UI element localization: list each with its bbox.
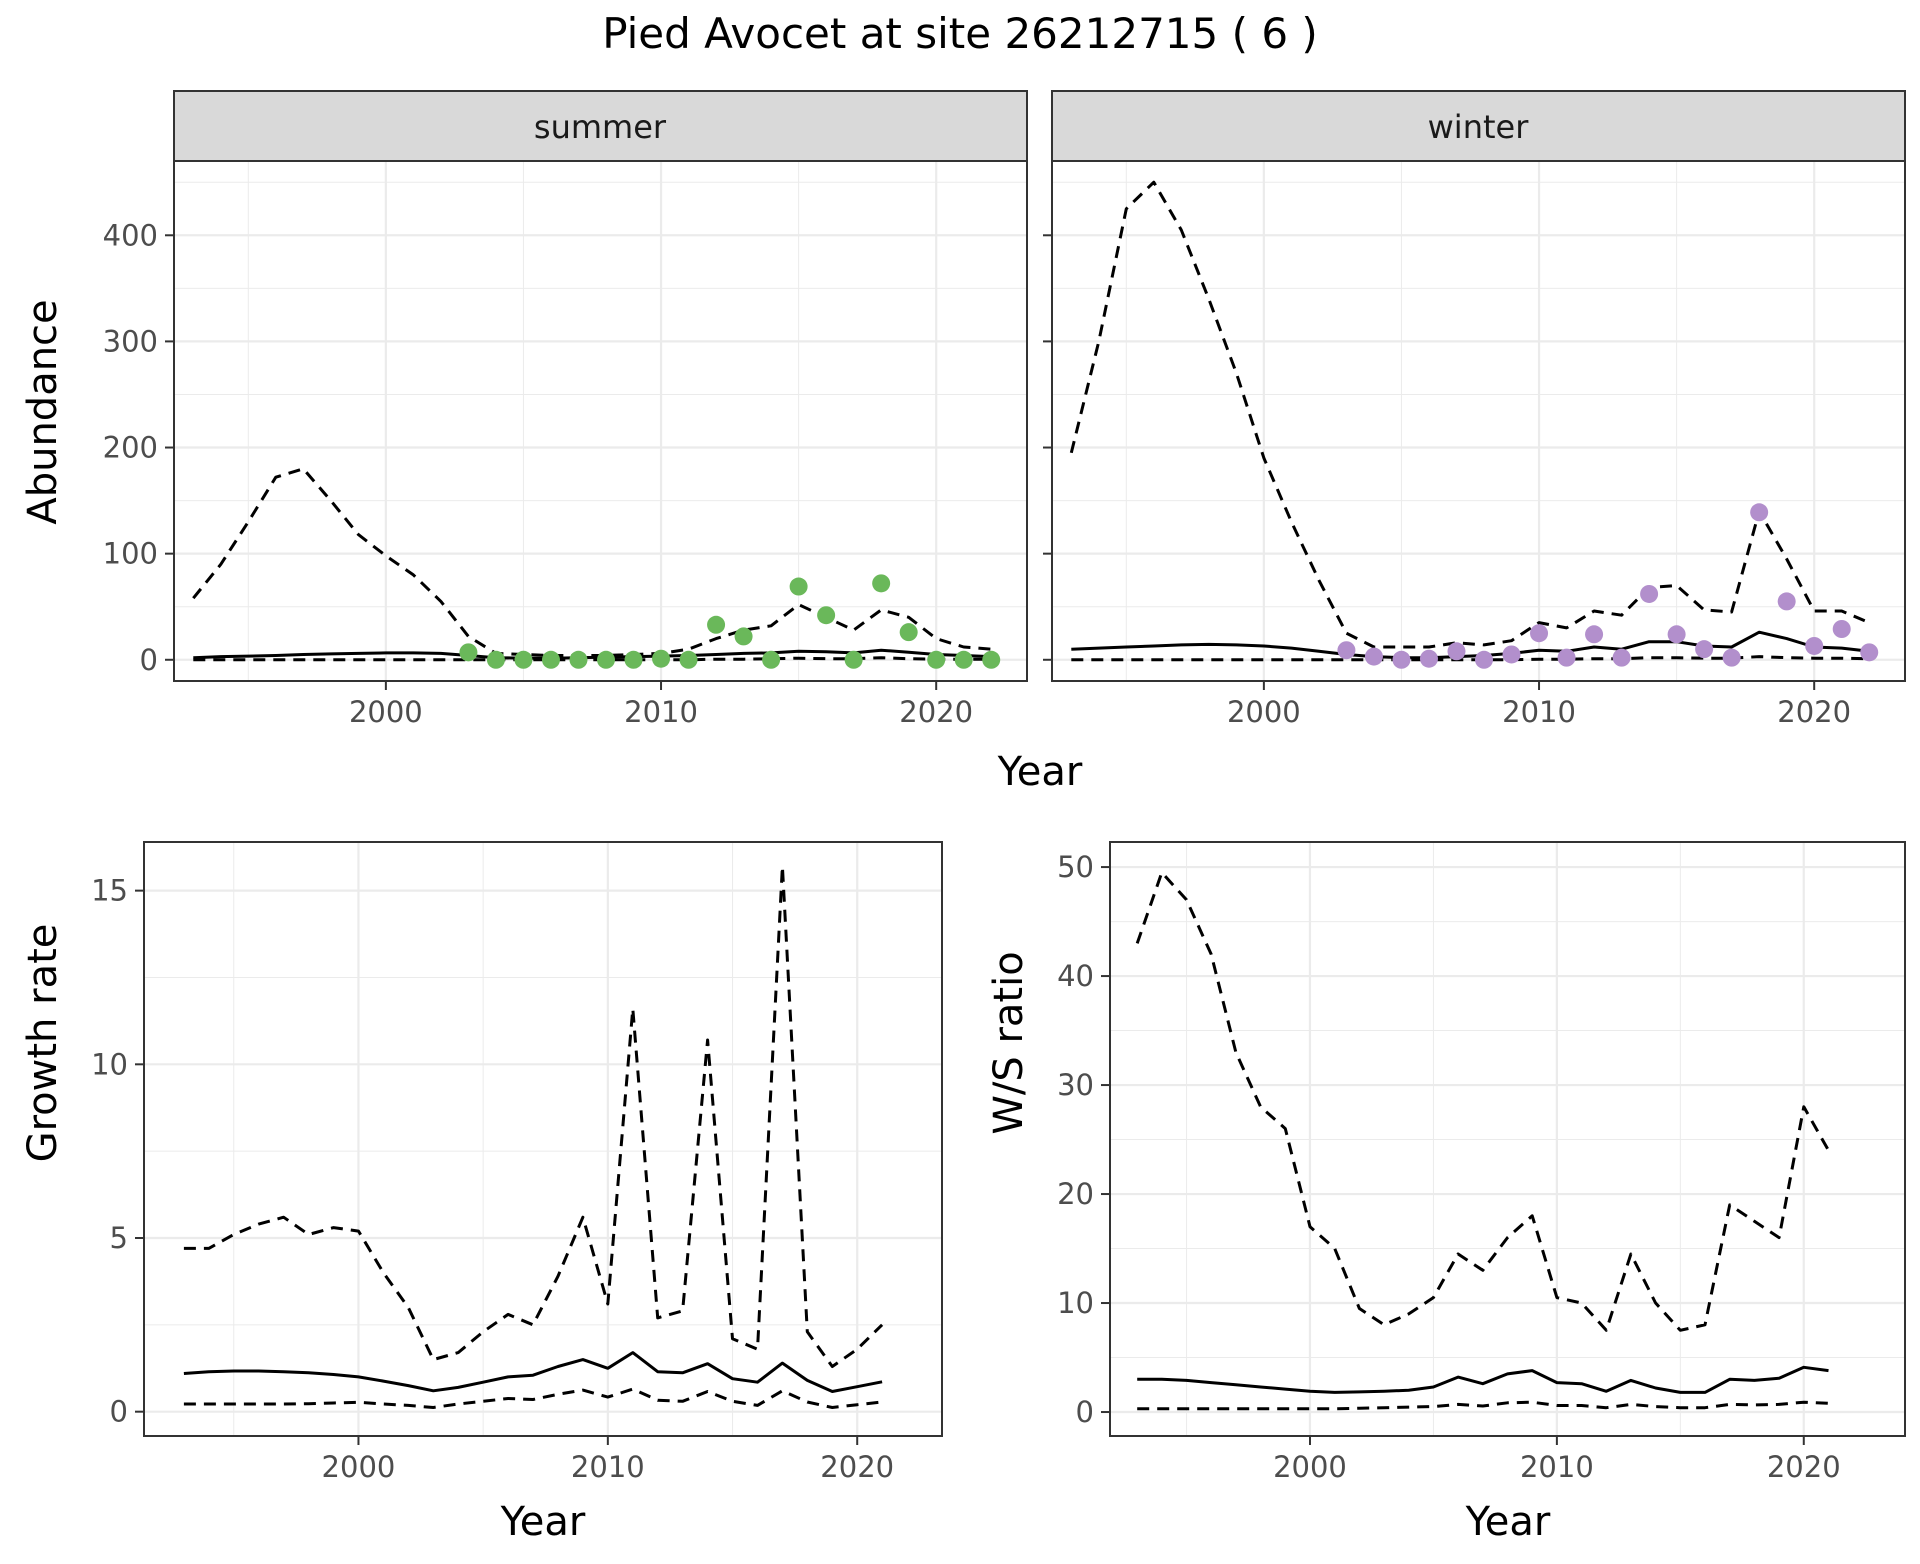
- winter-point: [1777, 592, 1796, 611]
- strip-winter-label: winter: [1428, 108, 1530, 146]
- summer-point: [541, 650, 560, 669]
- winter-point: [1585, 625, 1604, 644]
- summer-point: [459, 643, 478, 662]
- growth-y-tick-label: 10: [91, 1047, 128, 1081]
- summer-y-tick-label: 300: [103, 324, 158, 358]
- winter-point: [1475, 650, 1494, 669]
- summer-point: [652, 649, 671, 668]
- abundance-xlabel: Year: [997, 749, 1083, 795]
- growth-x-tick-label: 2000: [322, 1450, 396, 1484]
- summer-x-tick-label: 2010: [624, 695, 698, 729]
- growth-panel-border: [143, 841, 943, 1437]
- summer-y-tick-label: 200: [103, 431, 158, 465]
- summer-x-tick-label: 2020: [899, 695, 973, 729]
- summer-point: [707, 615, 726, 634]
- ws-upper-line: [1135, 871, 1830, 1332]
- growth-ylabel: Growth rate: [20, 924, 66, 1163]
- winter-point: [1530, 624, 1549, 643]
- winter-upper-line: [1069, 180, 1870, 649]
- ws-xlabel: Year: [1465, 1499, 1551, 1545]
- summer-point: [982, 650, 1001, 669]
- winter-point: [1364, 647, 1383, 666]
- strip-winter-bg: [1051, 90, 1906, 162]
- ws-x-tick-label: 2000: [1273, 1450, 1347, 1484]
- growth-upper-line: [183, 864, 884, 1368]
- summer-x-tick-label: 2000: [349, 695, 423, 729]
- winter-point: [1832, 620, 1851, 638]
- strip-summer-label: summer: [534, 108, 667, 146]
- ws-y-tick-label: 50: [1057, 850, 1094, 884]
- abundance-ylabel: Abundance: [20, 299, 66, 524]
- summer-panel-bg: [174, 161, 1027, 681]
- ws-estimate-line: [1137, 1365, 1829, 1394]
- ws-y-tick-label: 30: [1057, 1068, 1094, 1102]
- winter-point: [1722, 648, 1741, 667]
- growth-y-tick-label: 15: [91, 874, 128, 908]
- winter-estimate-line: [1071, 630, 1870, 660]
- growth-x-tick-label: 2020: [820, 1450, 894, 1484]
- growth-estimate-line: [183, 1351, 883, 1393]
- winter-panel-border: [1051, 160, 1906, 682]
- winter-x-tick-label: 2010: [1502, 695, 1576, 729]
- summer-point: [486, 650, 505, 669]
- winter-point: [1667, 625, 1686, 644]
- ws-panel-bg: [1110, 842, 1905, 1436]
- summer-point: [927, 650, 946, 669]
- summer-point: [597, 650, 616, 669]
- winter-point: [1557, 648, 1576, 667]
- ws-y-tick-label: 40: [1057, 959, 1094, 993]
- growth-x-tick-label: 2010: [571, 1450, 645, 1484]
- winter-point: [1640, 584, 1659, 603]
- summer-point: [899, 623, 918, 642]
- winter-point: [1695, 640, 1714, 659]
- summer-y-tick-label: 0: [140, 643, 158, 677]
- summer-point: [624, 650, 643, 669]
- ws-lower-line: [1137, 1400, 1829, 1411]
- summer-point: [817, 606, 836, 625]
- summer-point: [734, 627, 753, 646]
- winter-x-tick-label: 2020: [1777, 695, 1851, 729]
- winter-point: [1419, 649, 1438, 668]
- ws-x-tick-label: 2010: [1520, 1450, 1594, 1484]
- summer-point: [679, 650, 698, 669]
- summer-y-tick-label: 100: [103, 537, 158, 571]
- winter-point: [1805, 636, 1824, 655]
- winter-point: [1750, 503, 1769, 522]
- winter-panel-bg: [1052, 161, 1905, 681]
- growth-xlabel: Year: [500, 1499, 586, 1545]
- winter-point: [1612, 648, 1631, 667]
- ws-y-tick-label: 0: [1076, 1395, 1094, 1429]
- growth-lower-line: [183, 1387, 883, 1409]
- ws-x-tick-label: 2020: [1767, 1450, 1841, 1484]
- summer-point: [789, 577, 808, 596]
- summer-point: [954, 650, 973, 669]
- summer-panel-border: [173, 160, 1028, 682]
- summer-y-tick-label: 400: [103, 218, 158, 252]
- summer-point: [514, 650, 533, 669]
- summer-point: [762, 650, 781, 669]
- winter-point: [1860, 643, 1879, 662]
- ws-panel-border: [1109, 841, 1906, 1437]
- strip-summer-bg: [173, 90, 1028, 162]
- growth-panel-bg: [144, 842, 942, 1436]
- summer-point: [872, 574, 891, 593]
- winter-point: [1392, 650, 1411, 669]
- winter-point: [1447, 642, 1466, 661]
- summer-upper-line: [192, 467, 992, 657]
- ws-ylabel: W/S ratio: [986, 951, 1032, 1134]
- winter-point: [1502, 645, 1521, 664]
- ws-y-tick-label: 10: [1057, 1286, 1094, 1320]
- summer-point: [569, 650, 588, 669]
- winter-x-tick-label: 2000: [1227, 695, 1301, 729]
- growth-y-tick-label: 5: [110, 1221, 128, 1255]
- winter-point: [1337, 641, 1356, 660]
- growth-y-tick-label: 0: [110, 1395, 128, 1429]
- summer-point: [844, 650, 863, 669]
- ws-y-tick-label: 20: [1057, 1177, 1094, 1211]
- figure-title: Pied Avocet at site 26212715 ( 6 ): [602, 9, 1318, 58]
